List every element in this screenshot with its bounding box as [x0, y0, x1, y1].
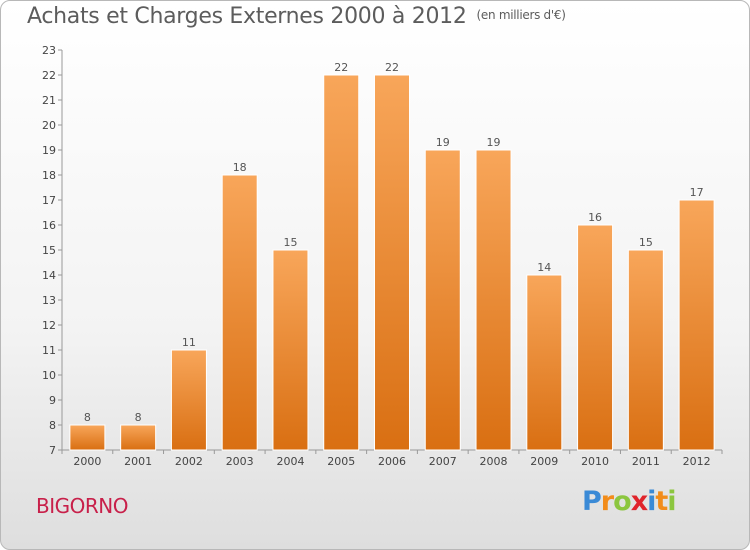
- data-label: 15: [639, 236, 653, 249]
- x-tick-label: 2003: [226, 455, 254, 468]
- data-label: 11: [182, 336, 196, 349]
- bar: [120, 424, 157, 451]
- y-tick-label: 10: [42, 369, 56, 382]
- y-tick-label: 15: [42, 244, 56, 257]
- y-tick-label: 14: [42, 269, 56, 282]
- data-labels: 8 8 11 18 15 22 22 19 19 14 16 15 17: [84, 61, 704, 424]
- x-tick-label: 2009: [530, 455, 558, 468]
- logo-letter: t: [655, 486, 668, 517]
- chart-title: Achats et Charges Externes 2000 à 2012 (e…: [27, 4, 566, 29]
- x-tick-label: 2001: [124, 455, 152, 468]
- data-label: 19: [487, 136, 501, 149]
- y-tick-label: 22: [42, 69, 56, 82]
- x-tick-label: 2012: [683, 455, 711, 468]
- y-tick-label: 21: [42, 94, 56, 107]
- logo-letter: P: [582, 486, 602, 517]
- x-tick-label: 2008: [480, 455, 508, 468]
- bar: [526, 274, 563, 451]
- logo-letter: o: [613, 486, 632, 517]
- data-label: 14: [537, 261, 551, 274]
- x-tick-label: 2006: [378, 455, 406, 468]
- data-label: 8: [135, 411, 142, 424]
- bar: [577, 224, 614, 451]
- commune-name: BIGORNO: [36, 494, 128, 518]
- bar: [272, 249, 309, 451]
- y-tick-label: 16: [42, 219, 56, 232]
- y-tick-label: 7: [49, 444, 56, 457]
- y-tick-label: 13: [42, 294, 56, 307]
- x-tick-label: 2007: [429, 455, 457, 468]
- x-tick-label: 2002: [175, 455, 203, 468]
- y-tick-label: 12: [42, 319, 56, 332]
- x-tick-label: 2011: [632, 455, 660, 468]
- x-tick-label: 2010: [581, 455, 609, 468]
- data-label: 18: [233, 161, 247, 174]
- x-tick-label: 2004: [276, 455, 304, 468]
- y-tick-label: 17: [42, 194, 56, 207]
- bar: [627, 249, 664, 451]
- logo-letter: i: [647, 486, 656, 517]
- title-text: Achats et Charges Externes 2000 à 2012: [27, 4, 467, 29]
- y-tick-label: 9: [49, 394, 56, 407]
- proxiti-logo: Proxiti: [582, 486, 677, 517]
- y-tick-label: 23: [42, 44, 56, 57]
- y-tick-label: 11: [42, 344, 56, 357]
- bar: [323, 74, 360, 451]
- bar: [424, 149, 461, 451]
- data-label: 16: [588, 211, 602, 224]
- data-label: 15: [283, 236, 297, 249]
- logo-letter: i: [667, 486, 676, 517]
- x-tick-label: 2005: [327, 455, 355, 468]
- bar: [170, 349, 207, 451]
- y-tick-label: 19: [42, 144, 56, 157]
- bar: [678, 199, 715, 451]
- logo-letter: x: [630, 486, 648, 517]
- data-label: 19: [436, 136, 450, 149]
- bars: [69, 74, 715, 451]
- bar: [475, 149, 512, 451]
- x-tick-label: 2000: [73, 455, 101, 468]
- data-label: 22: [385, 61, 399, 74]
- y-tick-label: 18: [42, 169, 56, 182]
- data-label: 17: [690, 186, 704, 199]
- logo-letter: r: [600, 486, 614, 517]
- title-unit: (en milliers d'€): [476, 8, 566, 22]
- y-tick-label: 20: [42, 119, 56, 132]
- bar: [69, 424, 106, 451]
- bar: [221, 174, 258, 451]
- y-tick-label: 8: [49, 419, 56, 432]
- data-label: 22: [334, 61, 348, 74]
- data-label: 8: [84, 411, 91, 424]
- bar: [374, 74, 410, 451]
